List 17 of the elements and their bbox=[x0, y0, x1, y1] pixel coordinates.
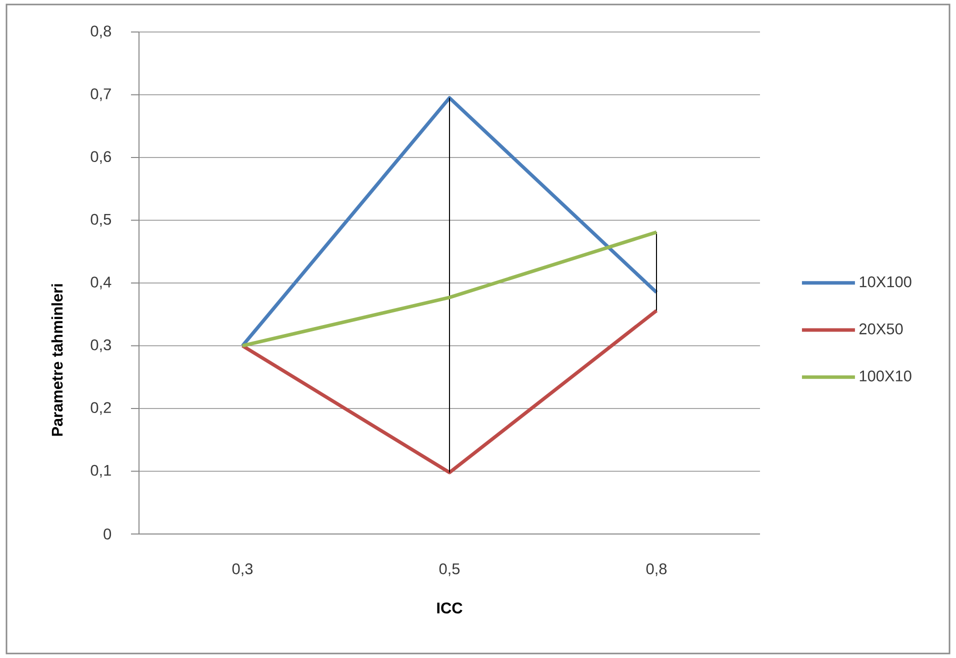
y-tick-label: 0,3 bbox=[90, 339, 111, 352]
y-axis-title: Parametre tahminleri bbox=[51, 284, 63, 436]
x-tick-label: 0,8 bbox=[646, 563, 667, 576]
x-tick-label: 0,3 bbox=[232, 563, 253, 576]
x-axis-title: ICC bbox=[437, 602, 462, 614]
legend-label: 20X50 bbox=[859, 323, 903, 334]
x-tick-label: 0,5 bbox=[439, 563, 460, 576]
legend-label: 100X10 bbox=[860, 370, 912, 382]
y-tick-label: 0,7 bbox=[90, 88, 111, 102]
y-tick-label: 0 bbox=[104, 528, 112, 540]
legend-label: 10X100 bbox=[860, 276, 912, 288]
y-tick-label: 0,1 bbox=[90, 464, 111, 478]
y-tick-label: 0,8 bbox=[90, 26, 111, 38]
y-tick-label: 0,5 bbox=[90, 214, 111, 227]
y-tick-label: 0,4 bbox=[90, 276, 112, 290]
y-tick-label: 0,6 bbox=[90, 151, 111, 164]
y-tick-label: 0,2 bbox=[90, 402, 111, 415]
